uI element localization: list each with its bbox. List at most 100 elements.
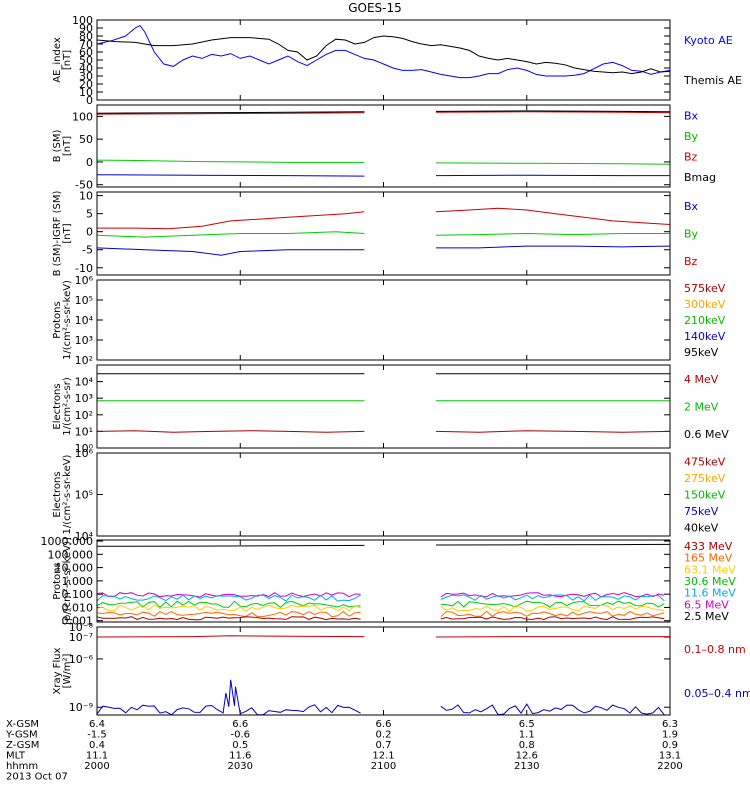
y-tick-label: 1000.000 — [41, 535, 94, 548]
panel-electrons_kev: Electrons 1/(cm²-s-sr-keV)10⁴ 10⁵ 10⁶ 475keV… — [52, 447, 726, 543]
y-tick-label: 10⁻⁷ — [69, 631, 93, 644]
panel-frame — [96, 279, 671, 361]
y-tick-label: 10⁻⁹ — [69, 701, 93, 714]
y-tick-label: 20 — [79, 78, 93, 91]
y-axis-label: [nT] — [62, 223, 73, 243]
y-axis-label: B (SM) — [52, 129, 63, 162]
series-line-0-05-0-4-nm — [440, 703, 665, 715]
panel-frame — [96, 19, 671, 101]
series-group — [97, 24, 670, 79]
legend-entry: 11.6 MeV — [684, 587, 736, 600]
y-axis-label: [nT] — [62, 136, 73, 156]
y-tick-label: -10 — [75, 262, 93, 275]
legend-entry: Bz — [684, 255, 698, 268]
legend-entry: 275keV — [684, 472, 726, 485]
series-group — [97, 543, 670, 621]
y-tick-label: 100.000 — [48, 548, 94, 561]
series-line-4-mev — [435, 430, 670, 433]
x-row-value: 1.1 — [519, 730, 535, 741]
series-line-6-5-mev — [97, 592, 361, 598]
y-tick-label: 10² — [75, 409, 93, 422]
series-line-433-mev — [97, 616, 361, 621]
x-row-label: hhmm — [6, 761, 38, 772]
legend-entry: 2.5 MeV — [684, 610, 729, 623]
y-tick-label: -50 — [75, 179, 93, 192]
y-tick-label: 40 — [79, 62, 93, 75]
series-line-bmag — [97, 111, 365, 114]
series-line-63-1-mev — [440, 604, 665, 613]
series-line-11-6-mev — [440, 594, 665, 602]
legend-entry: 300keV — [684, 298, 726, 311]
y-tick-label: 60 — [79, 46, 93, 59]
y-tick-label: 10¹ — [75, 425, 93, 438]
y-tick-label: 5 — [86, 208, 93, 221]
legend-entry: 4 MeV — [684, 373, 719, 386]
x-date-label: 2013 Oct 07 — [6, 772, 68, 783]
legend-entry: 30.6 MeV — [684, 575, 736, 588]
y-tick-label: 0.010 — [62, 601, 94, 614]
y-tick-label: 10⁴ — [75, 314, 94, 327]
x-row-label: X-GSM — [6, 719, 39, 730]
y-tick-label: 0.001 — [62, 615, 94, 628]
legend-entry: 2 MeV — [684, 401, 719, 414]
legend-entry: Kyoto AE — [684, 34, 733, 47]
legend-entry: Bz — [684, 150, 698, 163]
y-axis-label: AE_index — [52, 37, 63, 83]
x-row-value: 6.5 — [519, 719, 535, 730]
y-tick-label: 10⁴ — [75, 376, 94, 389]
legend-entry: By — [684, 228, 699, 241]
x-row-value: 6.6 — [376, 719, 392, 730]
y-axis-label: Protons — [52, 301, 63, 338]
x-row-value: 2130 — [514, 761, 539, 772]
y-tick-label: 0 — [86, 156, 93, 169]
x-row-value: 6.3 — [662, 719, 678, 730]
series-line-themis-ae — [97, 35, 670, 75]
y-tick-label: 100 — [72, 110, 93, 123]
series-line-by — [435, 232, 670, 236]
legend-entry: 165 MeV — [684, 552, 733, 565]
y-tick-label: 10³ — [75, 334, 93, 347]
y-tick-label: 10³ — [75, 392, 93, 405]
series-line-433-mev — [440, 616, 665, 621]
y-axis-label: [W/m²] — [62, 653, 73, 688]
legend-entry: Bx — [684, 200, 699, 213]
y-axis-label: B (SM)-IGRF (SM) — [52, 191, 63, 277]
series-line-bmag — [435, 110, 670, 113]
panel-frame — [96, 191, 671, 276]
series-line-4-mev — [97, 430, 365, 433]
x-row-value: 11.1 — [86, 751, 108, 762]
panel-frame — [96, 364, 671, 449]
y-tick-label: 10⁶ — [75, 274, 94, 287]
y-axis-label: Electrons — [52, 471, 63, 517]
y-tick-label: 10⁻⁶ — [69, 653, 94, 666]
y-axis-label: 1/(cm²-s-sr-keV) — [62, 454, 73, 534]
y-tick-label: 50 — [79, 54, 93, 67]
series-line-bz — [97, 112, 365, 115]
legend-entry: 95keV — [684, 346, 719, 359]
y-tick-label: 10⁻⁸ — [69, 621, 94, 634]
y-tick-label: 90 — [79, 22, 93, 35]
series-group — [97, 110, 670, 177]
panel-bigrf: B (SM)-IGRF (SM) [nT] -10 -5 0 5 10 Bx By Bz — [52, 190, 699, 277]
x-row-value: 2200 — [657, 761, 682, 772]
y-tick-label: 10 — [79, 190, 93, 203]
legend-entry: 575keV — [684, 282, 726, 295]
panel-electrons_mev: Electrons 1/(cm²-s-sr)10⁰ 10¹ 10² 10³ 10⁴ 4 Me… — [52, 364, 729, 455]
y-tick-label: 10⁵ — [75, 489, 93, 502]
x-row-value: 12.1 — [372, 751, 394, 762]
legend-entry: 0.05–0.4 nm — [684, 687, 750, 700]
x-row-label: Z-GSM — [6, 740, 39, 751]
x-row-value: 2030 — [228, 761, 253, 772]
series-group — [97, 207, 670, 256]
panel-protons_mev: Protons [p/(cm²-s-sr-keV)]0.0010.0100.100… — [41, 535, 737, 628]
panel-frame — [96, 539, 671, 623]
y-tick-label: 1.000 — [62, 575, 94, 588]
y-tick-label: 10⁶ — [75, 447, 94, 460]
x-row-value: 0.9 — [662, 740, 678, 751]
series-line-bz — [435, 207, 670, 225]
series-line-kyoto-ae — [97, 24, 670, 79]
series-group — [97, 635, 670, 715]
series-line-bz — [97, 211, 365, 230]
series-line-bx — [436, 245, 670, 249]
